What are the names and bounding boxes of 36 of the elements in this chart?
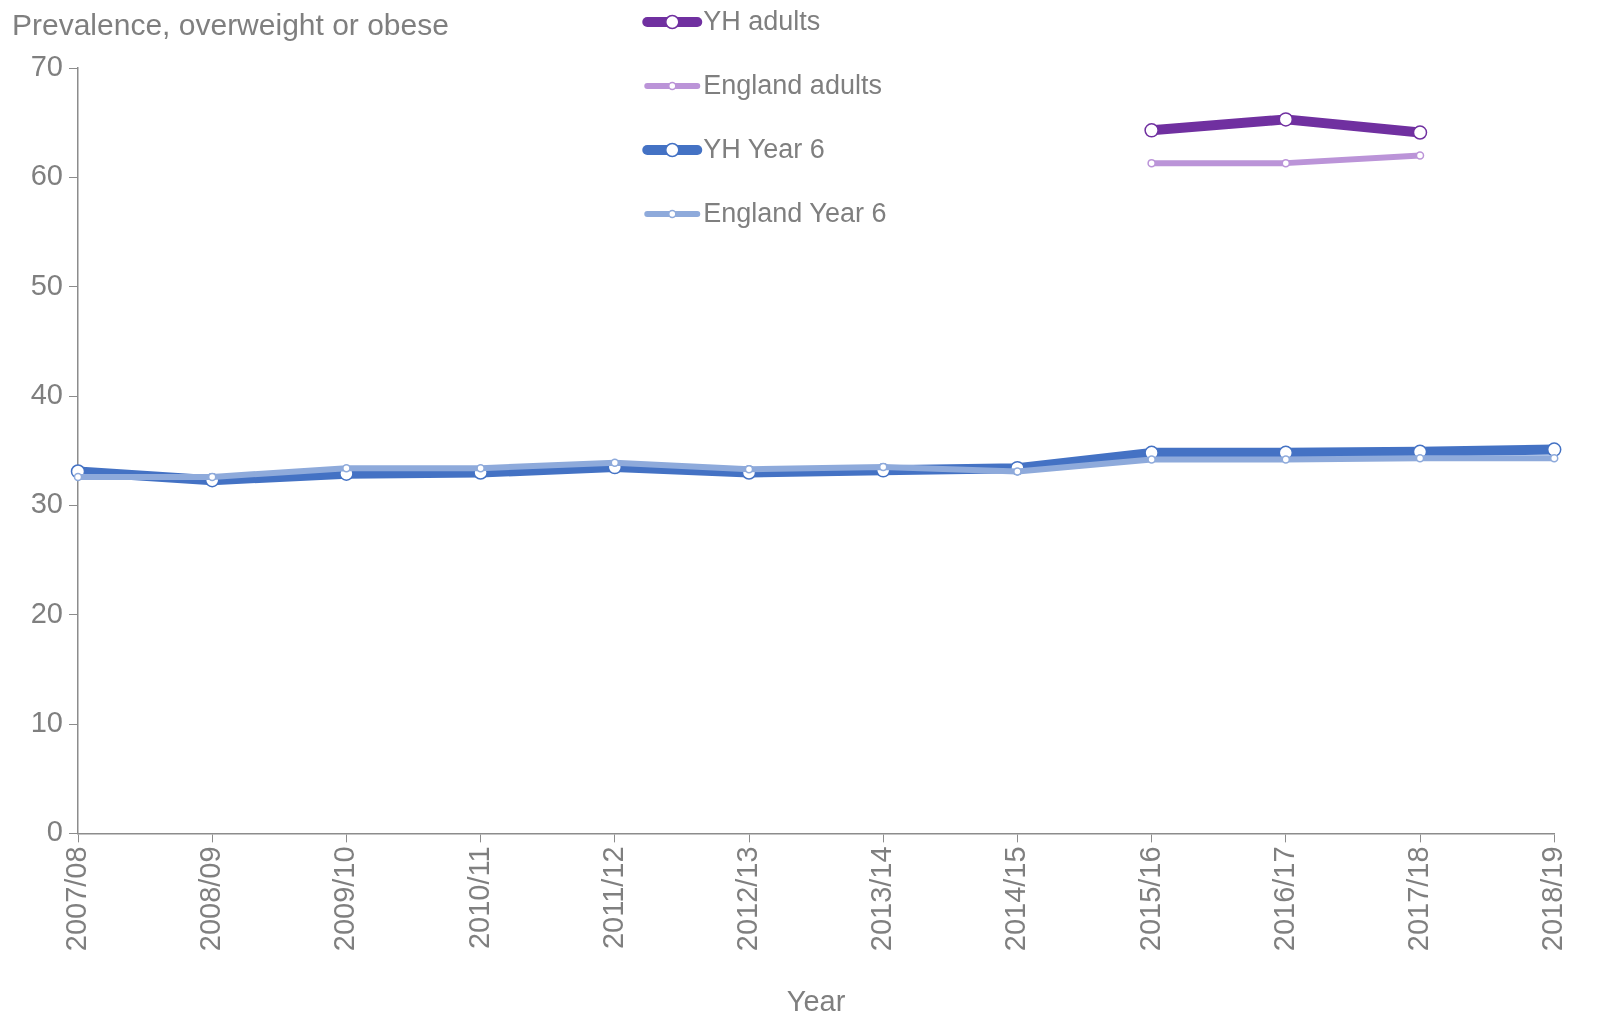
legend-label: England Year 6 [703,198,887,229]
point [1147,455,1156,464]
x-tick-label: 2009/10 [328,846,361,952]
x-tick-label: 2010/11 [462,846,495,950]
point [1412,125,1428,140]
x-tick-label: 2018/19 [1536,846,1569,952]
x-tick-label: 2012/13 [731,846,763,952]
y-axis-title: Prevalence, overweight or obese [12,8,449,42]
y-tick-label: 50 [30,268,63,301]
point [1278,112,1294,127]
point [1546,442,1562,457]
x-tick-label: 2016/17 [1267,846,1300,952]
x-tick-label: 2008/09 [194,846,227,952]
y-tick-label: 20 [30,596,63,629]
point [1147,158,1156,168]
x-tick-label: 2011/12 [596,846,629,950]
x-axis-title: Year [786,984,846,1017]
y-tick-label: 70 [30,50,63,82]
x-tick-label: 2007/08 [60,846,92,952]
y-tick-label: 30 [30,487,63,520]
x-tick-label: 2017/18 [1402,846,1434,952]
point [342,463,351,473]
y-tick-label: 0 [46,815,63,848]
x-tick-label: 2013/14 [865,846,898,952]
legend-label: YH Year 6 [703,134,825,165]
point [476,463,485,473]
point [1281,158,1291,168]
legend-label: England adults [703,70,882,101]
point [1415,151,1425,160]
y-tick-label: 60 [30,159,63,192]
point [1144,123,1159,138]
y-tick-label: 10 [30,706,63,739]
x-tick-label: 2014/15 [999,846,1032,952]
x-tick-label: 2015/16 [1133,846,1166,952]
legend-label: YH adults [703,6,821,37]
y-tick-label: 40 [30,378,63,411]
